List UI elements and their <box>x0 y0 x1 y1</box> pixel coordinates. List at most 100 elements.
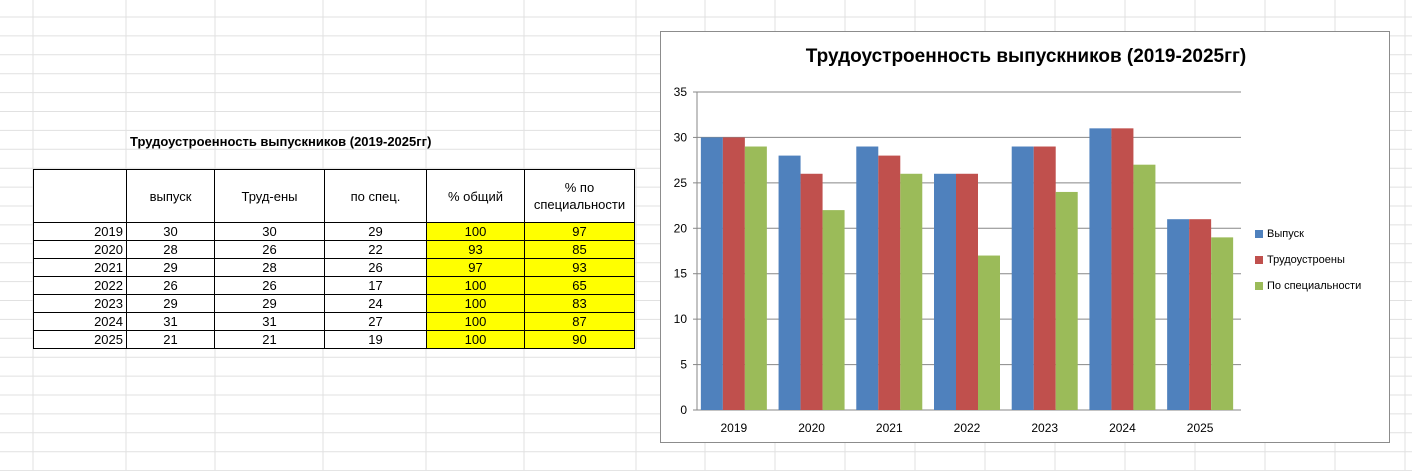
data-table: выпуск Труд-ены по спец.% общий% по специа… <box>33 169 635 349</box>
table-cell[interactable]: 24 <box>324 294 427 313</box>
year-cell[interactable]: 2023 <box>33 294 127 313</box>
bar-По специальности <box>978 255 1000 410</box>
table-cell[interactable]: 29 <box>126 294 215 313</box>
year-cell[interactable]: 2019 <box>33 222 127 241</box>
x-tick-label: 2019 <box>721 421 748 435</box>
bar-По специальности <box>744 146 767 410</box>
bar-Выпуск <box>700 137 723 410</box>
table-cell[interactable]: 30 <box>214 222 325 241</box>
bar-Трудоустроены <box>878 155 901 410</box>
x-tick-label: 2020 <box>798 421 825 435</box>
bar-Трудоустроены <box>1111 128 1134 410</box>
table-row: 2020 28 26 22 93 85 <box>33 240 635 259</box>
bar-По специальности <box>1133 164 1156 410</box>
column-header[interactable]: % общий <box>426 169 525 223</box>
bar-Выпуск <box>856 146 879 410</box>
table-row: 2021 29 28 26 97 93 <box>33 258 635 277</box>
table-header-row: выпуск Труд-ены по спец.% общий% по специа… <box>33 169 635 223</box>
table-cell[interactable]: 29 <box>214 294 325 313</box>
x-tick-label: 2023 <box>1031 421 1058 435</box>
table-cell[interactable]: 100 <box>426 222 525 241</box>
year-cell[interactable]: 2020 <box>33 240 127 259</box>
y-tick-label: 25 <box>674 176 688 190</box>
table-cell[interactable]: 28 <box>126 240 215 259</box>
y-tick-label: 35 <box>674 85 688 99</box>
table-cell[interactable]: 28 <box>214 258 325 277</box>
legend-item: Выпуск <box>1255 228 1304 240</box>
table-row: 2022 26 26 17 100 65 <box>33 276 635 295</box>
table-cell[interactable]: 100 <box>426 330 525 349</box>
bar-Выпуск <box>1089 128 1112 410</box>
y-tick-label: 15 <box>674 267 688 281</box>
bar-Трудоустроены <box>722 137 745 410</box>
year-cell[interactable]: 2022 <box>33 276 127 295</box>
x-tick-label: 2022 <box>954 421 981 435</box>
table-cell[interactable]: 85 <box>524 240 635 259</box>
year-cell[interactable]: 2025 <box>33 330 127 349</box>
table-row: 2024 31 31 27 100 87 <box>33 312 635 331</box>
table-row: 2023 29 29 24 100 83 <box>33 294 635 313</box>
table-cell[interactable]: 93 <box>524 258 635 277</box>
column-header[interactable]: по спец. <box>324 169 427 223</box>
table-cell[interactable]: 30 <box>126 222 215 241</box>
table-cell[interactable]: 19 <box>324 330 427 349</box>
table-cell[interactable]: 31 <box>214 312 325 331</box>
column-header[interactable]: % по специальности <box>524 169 635 223</box>
table-cell[interactable]: 100 <box>426 312 525 331</box>
year-cell[interactable]: 2021 <box>33 258 127 277</box>
table-cell[interactable]: 26 <box>214 276 325 295</box>
legend-label: Трудоустроены <box>1267 254 1345 266</box>
table-title: Трудоустроенность выпускников (2019-2025… <box>130 134 432 149</box>
table-cell[interactable]: 31 <box>126 312 215 331</box>
table-cell[interactable]: 21 <box>126 330 215 349</box>
bar-Выпуск <box>934 173 956 410</box>
bar-Трудоустроены <box>1189 219 1212 410</box>
bar-Выпуск <box>1167 219 1190 410</box>
table-cell[interactable]: 97 <box>524 222 635 241</box>
legend-label: По специальности <box>1267 280 1362 292</box>
column-header[interactable]: Труд-ены <box>214 169 325 223</box>
chart[interactable]: 0 5 10 15 20 25 30 35 2019 2020 2021 2022 2023 2024 20… <box>660 31 1390 443</box>
table-row: 2019 30 30 29 100 97 <box>33 222 635 241</box>
table-cell[interactable]: 17 <box>324 276 427 295</box>
bar-По специальности <box>1211 237 1234 410</box>
table-cell[interactable]: 65 <box>524 276 635 295</box>
table-cell[interactable]: 26 <box>126 276 215 295</box>
y-tick-label: 30 <box>674 130 688 144</box>
table-cell[interactable]: 26 <box>324 258 427 277</box>
legend-swatch <box>1255 256 1263 265</box>
table-cell[interactable]: 83 <box>524 294 635 313</box>
column-header[interactable] <box>33 169 127 223</box>
table-cell[interactable]: 100 <box>426 294 525 313</box>
table-cell[interactable]: 29 <box>126 258 215 277</box>
year-cell[interactable]: 2024 <box>33 312 127 331</box>
table-cell[interactable]: 26 <box>214 240 325 259</box>
table-cell[interactable]: 97 <box>426 258 525 277</box>
x-tick-label: 2024 <box>1109 421 1136 435</box>
bar-Трудоустроены <box>800 173 823 410</box>
table-cell[interactable]: 93 <box>426 240 525 259</box>
table-cell[interactable]: 100 <box>426 276 525 295</box>
legend-item: Трудоустроены <box>1255 254 1345 266</box>
bar-По специальности <box>900 173 923 410</box>
y-tick-label: 20 <box>674 221 688 235</box>
column-header[interactable]: выпуск <box>126 169 215 223</box>
y-tick-label: 10 <box>674 312 688 326</box>
table-cell[interactable]: 29 <box>324 222 427 241</box>
bar-Выпуск <box>1011 146 1034 410</box>
table-cell[interactable]: 87 <box>524 312 635 331</box>
table-cell[interactable]: 21 <box>214 330 325 349</box>
x-tick-label: 2025 <box>1187 421 1214 435</box>
bar-Трудоустроены <box>1033 146 1056 410</box>
y-tick-label: 0 <box>680 403 687 417</box>
bar-По специальности <box>1055 191 1078 410</box>
legend-label: Выпуск <box>1267 228 1304 240</box>
chart-title: Трудоустроенность выпускников (2019-2025… <box>805 46 1247 67</box>
table-cell[interactable]: 22 <box>324 240 427 259</box>
x-tick-label: 2021 <box>876 421 903 435</box>
table-cell[interactable]: 27 <box>324 312 427 331</box>
table-cell[interactable]: 90 <box>524 330 635 349</box>
legend-swatch <box>1255 230 1263 239</box>
bar-По специальности <box>822 210 845 410</box>
